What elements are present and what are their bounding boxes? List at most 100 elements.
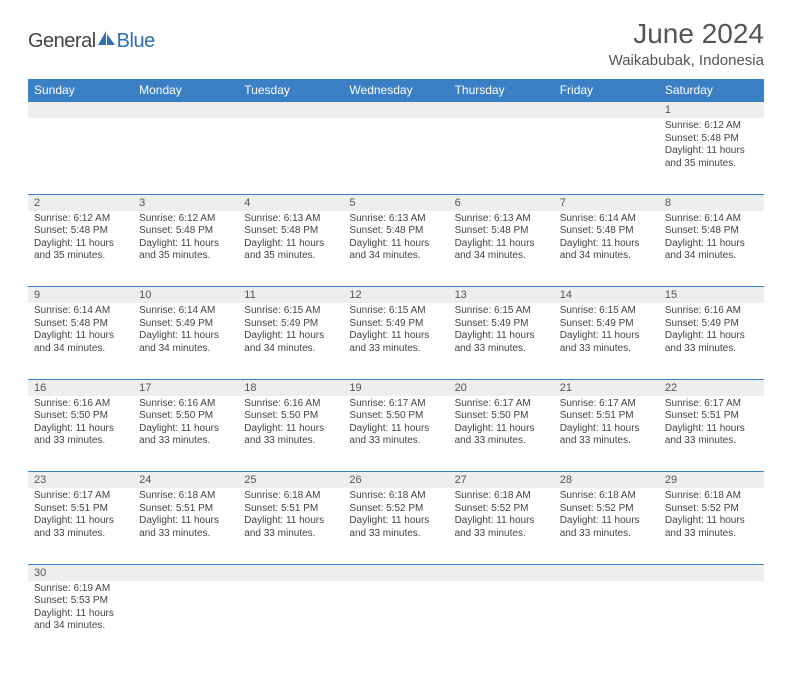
day-number-cell: 23: [28, 472, 133, 489]
day-cell: Sunrise: 6:13 AMSunset: 5:48 PMDaylight:…: [449, 211, 554, 287]
sunset-text: Sunset: 5:50 PM: [244, 410, 337, 423]
day-number-cell: [343, 102, 448, 119]
daylight-text-1: Daylight: 11 hours: [455, 515, 548, 528]
daylight-text-2: and 34 minutes.: [34, 343, 127, 356]
day-number-cell: 9: [28, 287, 133, 304]
day-cell: Sunrise: 6:14 AMSunset: 5:48 PMDaylight:…: [28, 303, 133, 379]
daylight-text-2: and 33 minutes.: [560, 435, 653, 448]
daylight-text-1: Daylight: 11 hours: [244, 515, 337, 528]
sunset-text: Sunset: 5:49 PM: [244, 318, 337, 331]
sunset-text: Sunset: 5:51 PM: [139, 503, 232, 516]
day-cell: [554, 581, 659, 657]
day-number-cell: [133, 102, 238, 119]
day-cell: [554, 118, 659, 194]
weekday-header: Thursday: [449, 79, 554, 102]
day-number-cell: 5: [343, 194, 448, 211]
sunset-text: Sunset: 5:49 PM: [665, 318, 758, 331]
sunset-text: Sunset: 5:49 PM: [139, 318, 232, 331]
weekday-header-row: Sunday Monday Tuesday Wednesday Thursday…: [28, 79, 764, 102]
day-number-cell: 15: [659, 287, 764, 304]
sunset-text: Sunset: 5:52 PM: [349, 503, 442, 516]
sunset-text: Sunset: 5:48 PM: [455, 225, 548, 238]
daylight-text-1: Daylight: 11 hours: [349, 423, 442, 436]
daylight-text-1: Daylight: 11 hours: [34, 238, 127, 251]
daylight-text-1: Daylight: 11 hours: [560, 330, 653, 343]
sunset-text: Sunset: 5:50 PM: [139, 410, 232, 423]
day-number-cell: 12: [343, 287, 448, 304]
sunrise-text: Sunrise: 6:16 AM: [665, 305, 758, 318]
weekday-header: Tuesday: [238, 79, 343, 102]
daylight-text-2: and 34 minutes.: [455, 250, 548, 263]
sunset-text: Sunset: 5:53 PM: [34, 595, 127, 608]
day-number-row: 2345678: [28, 194, 764, 211]
day-cell: Sunrise: 6:12 AMSunset: 5:48 PMDaylight:…: [659, 118, 764, 194]
day-cell: Sunrise: 6:15 AMSunset: 5:49 PMDaylight:…: [449, 303, 554, 379]
daylight-text-1: Daylight: 11 hours: [139, 423, 232, 436]
day-cell: Sunrise: 6:18 AMSunset: 5:51 PMDaylight:…: [133, 488, 238, 564]
day-cell: Sunrise: 6:16 AMSunset: 5:50 PMDaylight:…: [28, 396, 133, 472]
day-cell: Sunrise: 6:18 AMSunset: 5:52 PMDaylight:…: [659, 488, 764, 564]
day-number-cell: [554, 564, 659, 581]
sunset-text: Sunset: 5:50 PM: [349, 410, 442, 423]
daylight-text-1: Daylight: 11 hours: [139, 330, 232, 343]
day-number-cell: [343, 564, 448, 581]
day-cell: Sunrise: 6:16 AMSunset: 5:50 PMDaylight:…: [133, 396, 238, 472]
sunrise-text: Sunrise: 6:17 AM: [34, 490, 127, 503]
day-number-row: 16171819202122: [28, 379, 764, 396]
day-cell: Sunrise: 6:18 AMSunset: 5:51 PMDaylight:…: [238, 488, 343, 564]
daylight-text-2: and 33 minutes.: [34, 435, 127, 448]
day-cell: [238, 118, 343, 194]
day-number-cell: 18: [238, 379, 343, 396]
sunrise-text: Sunrise: 6:19 AM: [34, 583, 127, 596]
day-number-cell: 20: [449, 379, 554, 396]
daylight-text-1: Daylight: 11 hours: [665, 330, 758, 343]
sunrise-text: Sunrise: 6:15 AM: [560, 305, 653, 318]
sunset-text: Sunset: 5:49 PM: [349, 318, 442, 331]
day-number-cell: [554, 102, 659, 119]
daylight-text-2: and 34 minutes.: [349, 250, 442, 263]
day-cell: Sunrise: 6:18 AMSunset: 5:52 PMDaylight:…: [554, 488, 659, 564]
location-label: Waikabubak, Indonesia: [609, 52, 764, 69]
daylight-text-2: and 35 minutes.: [139, 250, 232, 263]
daylight-text-1: Daylight: 11 hours: [244, 238, 337, 251]
daylight-text-1: Daylight: 11 hours: [349, 238, 442, 251]
daylight-text-1: Daylight: 11 hours: [34, 330, 127, 343]
daylight-text-2: and 33 minutes.: [349, 435, 442, 448]
daylight-text-1: Daylight: 11 hours: [349, 515, 442, 528]
sunrise-text: Sunrise: 6:13 AM: [349, 213, 442, 226]
brand-part1: General: [28, 30, 96, 53]
day-cell: Sunrise: 6:19 AMSunset: 5:53 PMDaylight:…: [28, 581, 133, 657]
daylight-text-2: and 33 minutes.: [349, 528, 442, 541]
day-cell: Sunrise: 6:12 AMSunset: 5:48 PMDaylight:…: [133, 211, 238, 287]
daylight-text-1: Daylight: 11 hours: [244, 423, 337, 436]
day-number-cell: 1: [659, 102, 764, 119]
day-cell: Sunrise: 6:17 AMSunset: 5:51 PMDaylight:…: [28, 488, 133, 564]
daylight-text-2: and 33 minutes.: [34, 528, 127, 541]
day-number-cell: 3: [133, 194, 238, 211]
day-number-cell: 6: [449, 194, 554, 211]
sunrise-text: Sunrise: 6:16 AM: [139, 398, 232, 411]
day-number-cell: 29: [659, 472, 764, 489]
daylight-text-1: Daylight: 11 hours: [455, 238, 548, 251]
daylight-text-1: Daylight: 11 hours: [560, 423, 653, 436]
day-cell: [28, 118, 133, 194]
sunrise-text: Sunrise: 6:18 AM: [139, 490, 232, 503]
day-number-cell: 22: [659, 379, 764, 396]
day-body-row: Sunrise: 6:12 AMSunset: 5:48 PMDaylight:…: [28, 118, 764, 194]
daylight-text-2: and 33 minutes.: [665, 343, 758, 356]
day-cell: Sunrise: 6:14 AMSunset: 5:48 PMDaylight:…: [659, 211, 764, 287]
day-number-cell: 17: [133, 379, 238, 396]
day-body-row: Sunrise: 6:17 AM Sunset: 5:51 PM Daylight:…: [28, 488, 764, 564]
sunrise-text: Sunrise: 6:14 AM: [560, 213, 653, 226]
day-number-cell: 10: [133, 287, 238, 304]
sunset-text: Sunset: 5:50 PM: [34, 410, 127, 423]
daylight-text-1: Daylight: 11 hours: [139, 238, 232, 251]
day-number-cell: [238, 564, 343, 581]
sunset-text: Sunset: 5:52 PM: [560, 503, 653, 516]
day-number-row: 23242526272829: [28, 472, 764, 489]
daylight-text-2: and 33 minutes.: [560, 528, 653, 541]
weekday-header: Sunday: [28, 79, 133, 102]
day-number-cell: 24: [133, 472, 238, 489]
sunrise-text: Sunrise: 6:17 AM: [349, 398, 442, 411]
day-cell: Sunrise: 6:17 AMSunset: 5:50 PMDaylight:…: [449, 396, 554, 472]
